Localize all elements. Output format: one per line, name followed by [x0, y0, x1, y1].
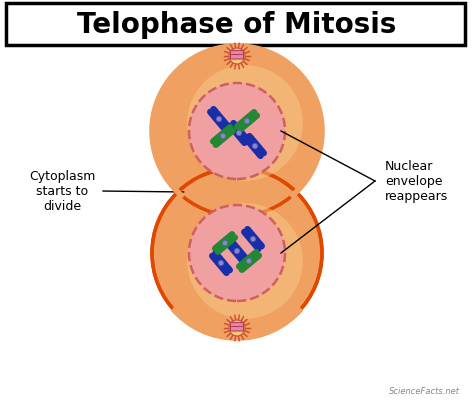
Circle shape	[217, 117, 221, 122]
Circle shape	[152, 47, 322, 217]
Circle shape	[229, 320, 245, 336]
Circle shape	[253, 144, 257, 149]
Circle shape	[189, 84, 285, 180]
Bar	[194, 178, 280, 207]
Circle shape	[246, 259, 252, 264]
Circle shape	[187, 66, 303, 181]
Text: Cytoplasm
starts to
divide: Cytoplasm starts to divide	[29, 170, 95, 213]
FancyBboxPatch shape	[6, 4, 465, 46]
Circle shape	[187, 204, 303, 319]
Circle shape	[152, 168, 322, 338]
Circle shape	[219, 261, 224, 266]
FancyBboxPatch shape	[230, 55, 244, 60]
Circle shape	[220, 134, 226, 139]
Circle shape	[229, 49, 245, 65]
Circle shape	[237, 131, 242, 136]
Circle shape	[222, 241, 228, 246]
FancyBboxPatch shape	[230, 323, 244, 327]
Text: ScienceFacts.net: ScienceFacts.net	[389, 386, 460, 395]
FancyBboxPatch shape	[230, 327, 244, 331]
Circle shape	[235, 249, 239, 254]
Text: Nuclear
envelope
reappears: Nuclear envelope reappears	[385, 160, 448, 203]
Ellipse shape	[187, 176, 287, 209]
Text: Telophase of Mitosis: Telophase of Mitosis	[77, 11, 397, 39]
Circle shape	[189, 205, 285, 301]
FancyBboxPatch shape	[230, 51, 244, 56]
Circle shape	[250, 237, 255, 242]
Circle shape	[245, 119, 250, 124]
